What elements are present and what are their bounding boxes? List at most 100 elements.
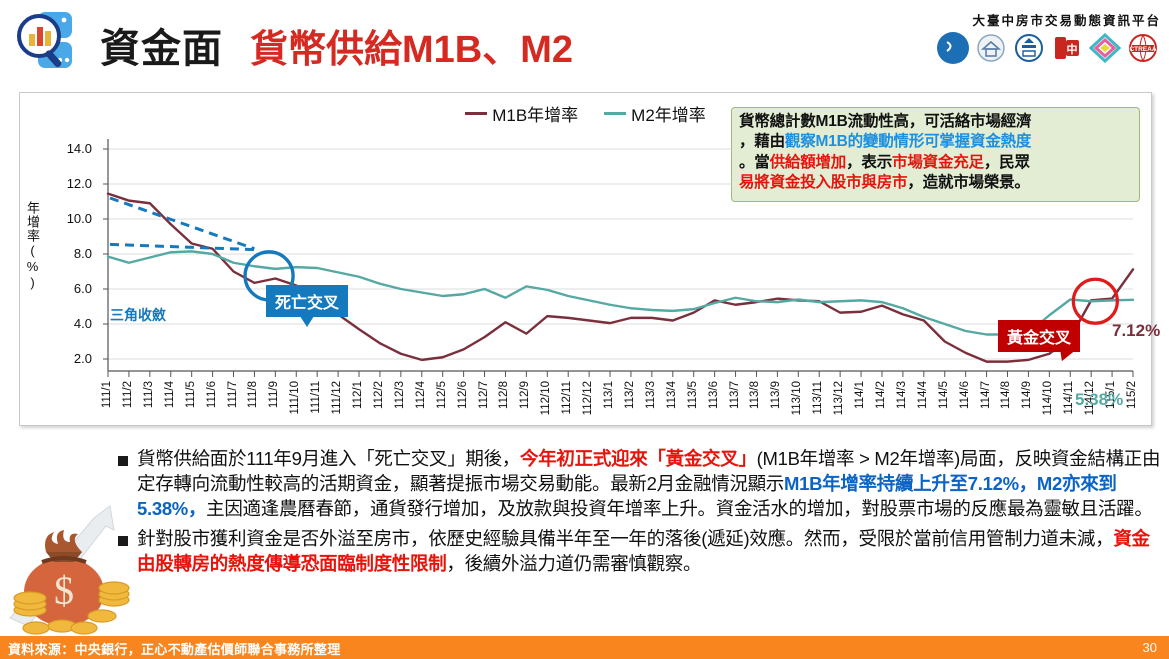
bullet-segment: M1B年增率持續上升至7.12%，M2亦來到5.38%， bbox=[137, 472, 1117, 519]
info-callout-box: 貨幣總計數M1B流動性高，可活絡市場經濟 ，藉由觀察M1B的變動情形可掌握資金熱度… bbox=[731, 107, 1140, 202]
page-title: 資金面 bbox=[100, 27, 223, 71]
cube-logo-icon bbox=[1089, 32, 1121, 64]
x-axis-tick-label: 114/2 bbox=[874, 381, 887, 409]
x-axis-tick-label: 111/10 bbox=[289, 381, 302, 415]
y-axis-tick-label: 12.0 bbox=[66, 176, 92, 191]
x-axis-tick-label: 113/8 bbox=[749, 381, 762, 409]
info-segment: ，造就市場榮景。 bbox=[907, 174, 1030, 192]
info-line: 貨幣總計數M1B流動性高，可活絡市場經濟 bbox=[739, 112, 1132, 132]
x-axis-tick-label: 114/7 bbox=[979, 381, 992, 409]
info-segment: 。當 bbox=[739, 153, 770, 171]
x-axis-tick-label: 114/6 bbox=[958, 381, 971, 409]
series-line-m2 bbox=[106, 250, 1135, 336]
annotation-golden-cross: 黃金交叉 bbox=[998, 320, 1081, 352]
x-axis-tick-label: 113/10 bbox=[791, 381, 804, 416]
x-axis-tick-label: 114/4 bbox=[916, 381, 929, 409]
info-segment: 流動性高，可活絡市場經濟 bbox=[847, 113, 1032, 130]
x-axis-tick-label: 113/7 bbox=[728, 381, 741, 409]
bullet-square-icon bbox=[118, 536, 128, 547]
info-callout-text: 貨幣總計數M1B流動性高，可活絡市場經濟 ，藉由觀察M1B的變動情形可掌握資金熱度… bbox=[739, 112, 1132, 194]
house-seal-logo-icon bbox=[975, 32, 1007, 64]
series-line-m1b bbox=[106, 192, 1135, 363]
bullet-item: 針對股市獲利資金是否外溢至房市，依歷史經驗具備半年至一年的落後(遞延)效應。然而… bbox=[118, 527, 1163, 577]
x-axis-tick-label: 112/9 bbox=[519, 381, 532, 409]
x-axis-tick-label: 111/6 bbox=[205, 381, 218, 409]
bullet-segment: 針對股市獲利資金是否外溢至房市，依歷史經驗具備半年至一年的落後(遞延)效應。然而… bbox=[137, 528, 1114, 550]
y-axis-tick-label: 14.0 bbox=[66, 141, 92, 156]
legend-item-m2: M2年增率 bbox=[604, 101, 706, 126]
tri-lower-dash bbox=[109, 242, 255, 252]
y-axis-label: 年增率(%) bbox=[25, 201, 40, 291]
x-axis-tick-label: 112/3 bbox=[393, 381, 406, 409]
info-segment: ，表示 bbox=[846, 153, 893, 171]
svg-text:中: 中 bbox=[1067, 42, 1078, 56]
brand-logo-icon bbox=[14, 8, 88, 78]
school-emblem-logo-icon bbox=[1013, 32, 1045, 64]
svg-text:TRDA: TRDA bbox=[944, 57, 962, 63]
x-axis-tick-label: 111/9 bbox=[268, 381, 281, 409]
x-axis-tick-label: 111/1 bbox=[101, 381, 113, 409]
bullet-segment: 貨幣供給面於111年9月進入「死亡交叉」期後， bbox=[137, 448, 521, 469]
ctreaa-logo-icon: CTREAA bbox=[1127, 32, 1159, 64]
info-segment: 貨幣總計數M1B bbox=[739, 113, 848, 130]
legend-item-m1b: M1B年增率 bbox=[465, 101, 578, 126]
x-axis-tick-label: 112/11 bbox=[561, 381, 574, 415]
bullet-segment: 資金由股轉房的熱度傳導恐面臨制度性限制 bbox=[137, 528, 1150, 575]
x-axis-tick-label: 112/4 bbox=[414, 381, 427, 409]
golden-cross-pointer-icon bbox=[1056, 343, 1081, 364]
info-segment: ，藉由 bbox=[739, 133, 785, 151]
x-axis-tick-label: 112/5 bbox=[435, 381, 448, 409]
info-segment: 易將資金投入股市與房市 bbox=[739, 174, 908, 192]
legend-swatch-m2 bbox=[604, 112, 627, 115]
info-segment: 市場資金充足 bbox=[892, 153, 984, 171]
page-subtitle: 貨幣供給M1B、M2 bbox=[250, 29, 574, 71]
x-axis-tick-label: 113/11 bbox=[812, 381, 825, 415]
x-axis-tick-label: 112/6 bbox=[456, 381, 469, 409]
y-axis-ticks: 14.0 12.0 10.0 8.0 6.0 4.0 2.0 bbox=[48, 93, 92, 425]
y-axis-tick-label: 8.0 bbox=[73, 246, 92, 261]
annotation-death-cross: 死亡交叉 bbox=[266, 285, 349, 317]
x-axis-tick-label: 114/11 bbox=[1063, 381, 1076, 415]
x-axis-tick-label: 113/9 bbox=[770, 381, 783, 409]
y-axis-tick-label: 6.0 bbox=[73, 281, 92, 296]
chart-legend: M1B年增率 M2年增率 bbox=[20, 101, 1151, 126]
x-axis-tick-label: 111/7 bbox=[226, 381, 239, 409]
x-axis-tick-label: 114/5 bbox=[937, 381, 950, 409]
value-label-m2: 5.38% bbox=[1075, 390, 1124, 409]
y-axis-tick-label: 10.0 bbox=[66, 211, 92, 226]
x-axis-tick-label: 112/1 bbox=[352, 381, 365, 409]
bullet-text: 針對股市獲利資金是否外溢至房市，依歷史經驗具備半年至一年的落後(遞延)效應。然而… bbox=[137, 527, 1163, 577]
x-axis-tick-label: 111/8 bbox=[247, 381, 260, 409]
x-axis-tick-label: 112/2 bbox=[372, 381, 385, 409]
bullet-text: 貨幣供給面於111年9月進入「死亡交叉」期後，今年初正式迎來「黃金交叉」(M1B… bbox=[137, 447, 1163, 521]
legend-label-m1b: M1B年增率 bbox=[492, 106, 579, 125]
x-axis-tick-label: 111/4 bbox=[163, 381, 176, 409]
x-axis-tick-label: 113/3 bbox=[644, 381, 657, 409]
info-line: 。當供給額增加，表示市場資金充足，民眾 bbox=[739, 153, 1132, 173]
x-axis-tick-label: 113/12 bbox=[833, 381, 846, 416]
x-axis-tick-label: 114/8 bbox=[1000, 381, 1013, 409]
body-bullets: 貨幣供給面於111年9月進入「死亡交叉」期後，今年初正式迎來「黃金交叉」(M1B… bbox=[118, 447, 1163, 583]
bullet-segment: (M1B年增率 > M2年增率)局面，反映資金結構正由定存轉向流動性較高的活期資… bbox=[137, 448, 1161, 494]
x-axis-tick-label: 111/12 bbox=[331, 381, 344, 415]
x-axis-tick-label: 113/2 bbox=[623, 381, 636, 409]
x-axis-tick-label: 111/2 bbox=[121, 381, 134, 409]
bullet-segment: ，後續外溢力道仍需審慎觀察。 bbox=[446, 553, 702, 575]
info-segment: 觀察M1B的變動情形可掌握資金熱度 bbox=[784, 133, 1032, 151]
footer-bar: 資料來源：中央銀行，正心不動產估價師聯合事務所整理 30 bbox=[0, 636, 1169, 659]
y-axis-tick-label: 2.0 bbox=[73, 351, 92, 366]
x-axis-tick-label: 112/7 bbox=[477, 381, 490, 409]
bullet-item: 貨幣供給面於111年9月進入「死亡交叉」期後，今年初正式迎來「黃金交叉」(M1B… bbox=[118, 447, 1163, 521]
chart-card: M1B年增率 M2年增率 年增率(%) 14.0 12.0 10.0 8.0 6.0 4.… bbox=[19, 92, 1160, 426]
x-axis-tick-label: 111/5 bbox=[184, 381, 197, 409]
platform-name: 大臺中房市交易動態資訊平台 bbox=[972, 14, 1161, 28]
death-cross-pointer-icon bbox=[298, 313, 316, 327]
x-axis-tick-label: 111/3 bbox=[142, 381, 155, 409]
annotation-triangle-convergence: 三角收斂 bbox=[110, 307, 166, 323]
info-segment: ，民眾 bbox=[983, 153, 1030, 171]
page-number: 30 bbox=[1142, 640, 1157, 655]
legend-swatch-m1b bbox=[465, 112, 488, 115]
bullet-segment: 主因適逢農曆春節，通貨發行增加，及放款與投資年增率上升。資金活水的增加，對股票市… bbox=[206, 497, 1153, 519]
x-axis-tick-label: 113/5 bbox=[686, 381, 699, 409]
info-segment: 供給額增加 bbox=[769, 153, 847, 171]
